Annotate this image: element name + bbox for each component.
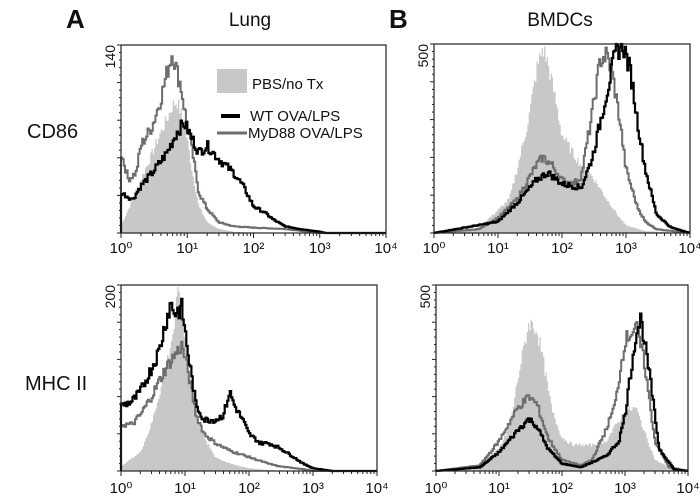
- legend-label-pbs: PBS/no Tx: [252, 76, 324, 93]
- histogram-myd88: [120, 340, 377, 472]
- histogram-myd88: [433, 46, 690, 234]
- histogram-wt: [434, 312, 688, 472]
- x-tick-label: 10¹: [176, 240, 198, 257]
- panel-label-a: A: [66, 4, 85, 34]
- y-max-label: 200: [102, 285, 118, 309]
- x-tick-label: 10²: [238, 480, 260, 497]
- y-max-label: 140: [102, 45, 118, 69]
- column-title-bmdcs: BMDCs: [527, 10, 592, 31]
- x-tick-label: 10⁰: [110, 240, 133, 257]
- histogram-pbs: [121, 286, 377, 471]
- column-title-lung: Lung: [229, 10, 271, 31]
- histogram-pbs: [121, 99, 386, 233]
- x-tick-label: 10²: [243, 240, 265, 257]
- y-max-label: 500: [417, 285, 433, 309]
- histogram-pbs: [436, 319, 688, 471]
- x-tick-label: 10¹: [488, 480, 510, 497]
- x-tick-label: 10¹: [174, 480, 196, 497]
- x-tick-label: 10⁴: [365, 480, 388, 497]
- row-label-mhc-ii: MHC II: [25, 373, 87, 395]
- x-tick-label: 10³: [615, 240, 637, 257]
- histogram-panel-3: 10⁰ 10¹ 10² 10³ 10⁴ 200: [102, 284, 389, 497]
- histogram-pbs: [434, 46, 690, 234]
- x-tick-label: 10³: [302, 480, 324, 497]
- x-tick-label: 10⁴: [678, 240, 700, 257]
- x-tick-label: 10⁰: [423, 240, 446, 257]
- legend: PBS/no Tx WT OVA/LPS MyD88 OVA/LPS: [217, 69, 363, 142]
- histogram-wt: [432, 42, 690, 234]
- x-tick-label: 10⁰: [110, 480, 133, 497]
- x-tick-label: 10⁴: [374, 240, 397, 257]
- histogram-panel-2: 10⁰ 10¹ 10² 10³ 10⁴ 500: [415, 42, 700, 257]
- histogram-panel-4: 10⁰ 10¹ 10² 10³ 10⁴ 500: [417, 284, 700, 497]
- histogram-wt: [119, 119, 386, 235]
- histogram-myd88: [435, 321, 688, 472]
- x-tick-label: 10³: [309, 240, 331, 257]
- legend-label-myd88: MyD88 OVA/LPS: [248, 125, 363, 142]
- x-tick-label: 10²: [551, 240, 573, 257]
- histogram-wt: [119, 297, 377, 473]
- y-max-label: 500: [415, 44, 431, 68]
- row-label-cd86: CD86: [27, 121, 78, 143]
- legend-swatch-pbs: [217, 69, 247, 93]
- x-tick-label: 10¹: [487, 240, 509, 257]
- x-tick-label: 10⁰: [425, 480, 448, 497]
- histogram-panel-1: 10⁰ 10¹ 10² 10³ 10⁴ 140: [102, 44, 398, 257]
- x-tick-label: 10²: [551, 480, 573, 497]
- legend-label-wt: WT OVA/LPS: [250, 108, 340, 125]
- x-tick-label: 10⁴: [676, 480, 699, 497]
- panel-label-b: B: [389, 4, 408, 34]
- x-tick-label: 10³: [614, 480, 636, 497]
